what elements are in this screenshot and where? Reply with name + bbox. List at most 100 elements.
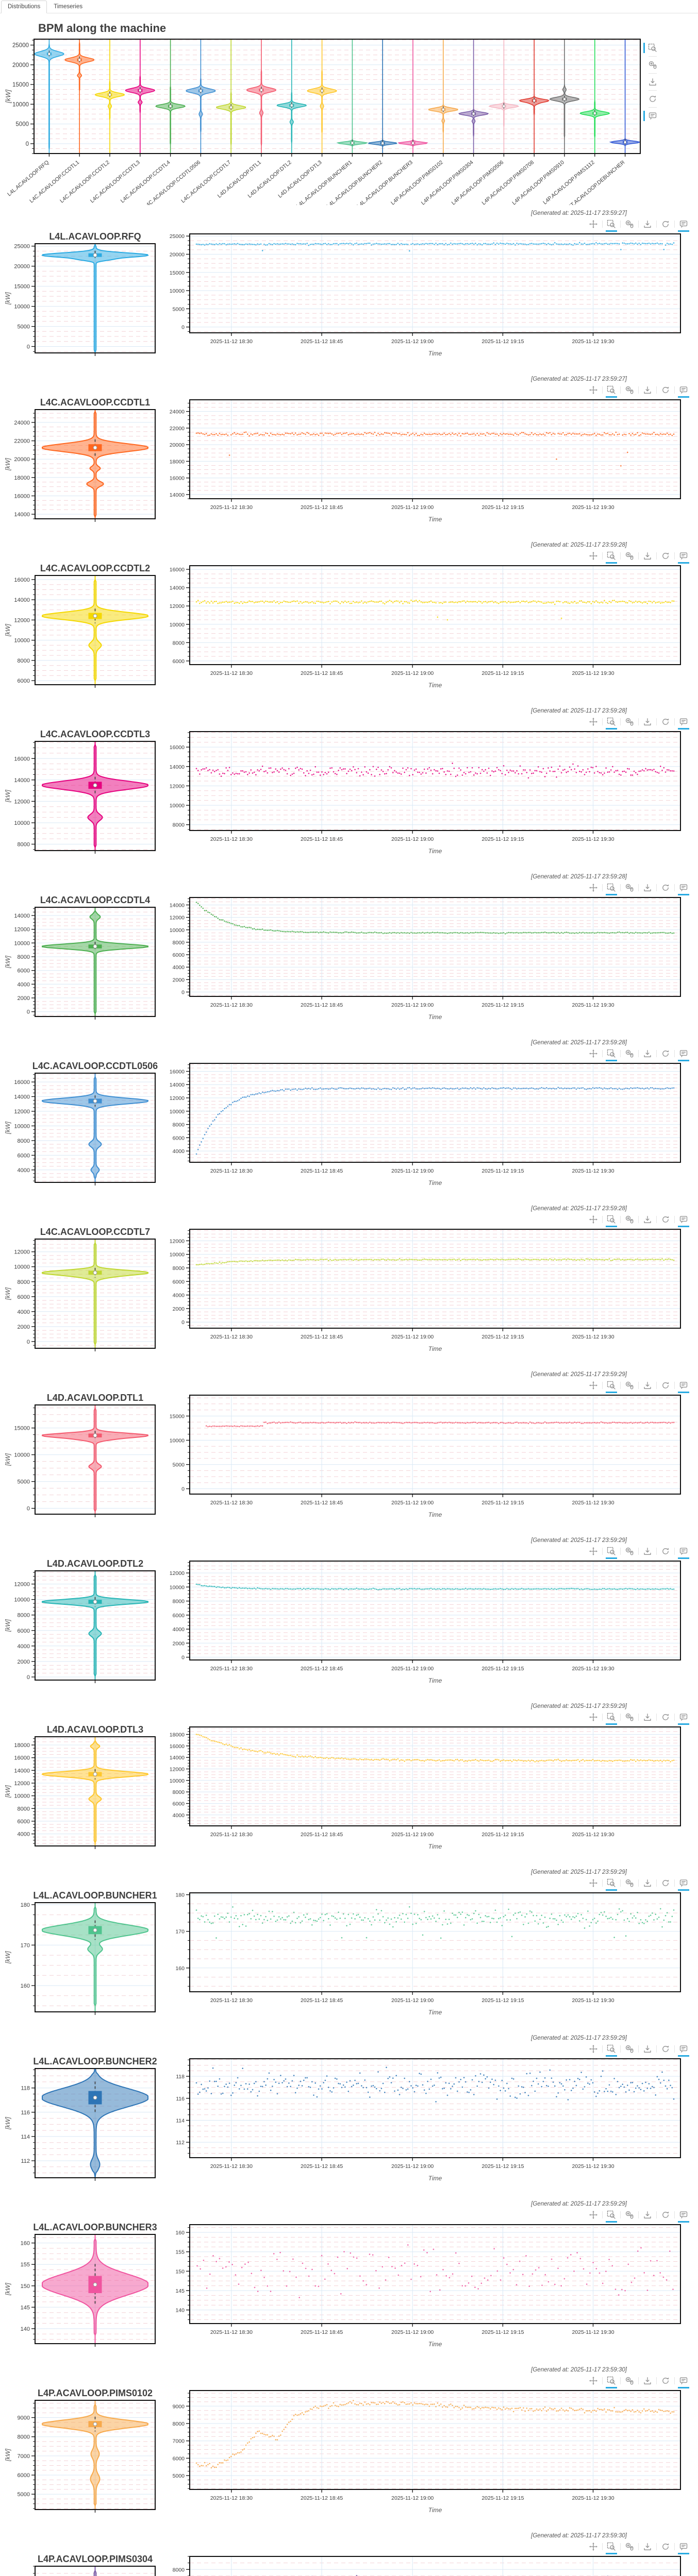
wheel-zoom-tool-icon[interactable]: [623, 550, 636, 562]
pan-tool-icon[interactable]: [587, 1048, 600, 1059]
save-tool-icon[interactable]: [641, 550, 654, 562]
box-zoom-tool-icon[interactable]: [605, 2043, 618, 2057]
box-zoom-tool-icon[interactable]: [605, 2375, 618, 2388]
pan-tool-icon[interactable]: [587, 716, 600, 727]
save-tool-icon[interactable]: [641, 384, 654, 396]
box-zoom-tool-icon[interactable]: [605, 1380, 618, 1393]
reset-tool-icon[interactable]: [659, 2541, 672, 2552]
violin-plot[interactable]: L4C.ACAVLOOP.CCDTL7 0 2000 4000 6000 8000 1000…: [2, 1225, 160, 1355]
save-tool-icon[interactable]: [641, 1877, 654, 1889]
wheel-zoom-tool-icon[interactable]: [623, 1877, 636, 1889]
box-zoom-tool-icon[interactable]: [605, 550, 618, 564]
hover-tool-icon[interactable]: [677, 1380, 690, 1393]
save-tool-icon[interactable]: [641, 2375, 654, 2386]
violin-plot[interactable]: L4C.ACAVLOOP.CCDTL0506 4000 6000 8000 10000 1…: [2, 1059, 160, 1189]
wheel-zoom-tool-icon[interactable]: [623, 716, 636, 727]
overview-chart-canvas[interactable]: BPM along the machine 0 5000 10000 15000 2000…: [2, 15, 698, 205]
hover-tool-icon[interactable]: [677, 2043, 690, 2057]
timeseries-plot[interactable]: 0 5000 10000 15000 2025-11-12 18:30 2025-11-1…: [160, 1391, 698, 1521]
save-tool-icon[interactable]: [641, 2043, 654, 2055]
pan-tool-icon[interactable]: [587, 218, 600, 230]
save-tool-icon[interactable]: [641, 1048, 654, 1059]
reset-tool-icon[interactable]: [659, 1048, 672, 1059]
save-tool-icon[interactable]: [641, 1380, 654, 1391]
box-zoom-tool-icon[interactable]: [605, 1214, 618, 1227]
timeseries-plot[interactable]: 8000 10000 12000 14000 16000 2025-11-12 18:30…: [160, 727, 698, 857]
wheel-zoom-tool-icon[interactable]: [623, 2375, 636, 2386]
reset-tool-icon[interactable]: [646, 93, 659, 105]
hover-tool-icon[interactable]: [677, 716, 690, 730]
pan-tool-icon[interactable]: [587, 2375, 600, 2386]
reset-tool-icon[interactable]: [659, 218, 672, 230]
hover-tool-icon[interactable]: [677, 218, 690, 232]
timeseries-plot[interactable]: 4000 6000 8000 10000 12000 14000 16000 18000 202…: [160, 1723, 698, 1853]
pan-tool-icon[interactable]: [587, 2209, 600, 2221]
violin-plot[interactable]: L4P.ACAVLOOP.PIMS0102 5000 6000 7000 8000 900…: [2, 2386, 160, 2516]
timeseries-plot[interactable]: 112 114 116 118 2025-11-12 18:30 2025-11-12 1…: [160, 2055, 698, 2184]
violin-plot[interactable]: L4D.ACAVLOOP.DTL2 0 2000 4000 6000 8000 10000 1…: [2, 1557, 160, 1687]
box-zoom-tool-icon[interactable]: [605, 716, 618, 730]
wheel-zoom-tool-icon[interactable]: [623, 882, 636, 893]
box-zoom-tool-icon[interactable]: [605, 2541, 618, 2554]
pan-tool-icon[interactable]: [587, 1877, 600, 1889]
violin-plot[interactable]: L4P.ACAVLOOP.PIMS03045000600070008000[kW…: [2, 2552, 160, 2576]
reset-tool-icon[interactable]: [659, 2043, 672, 2055]
wheel-zoom-tool-icon[interactable]: [623, 1048, 636, 1059]
pan-tool-icon[interactable]: [587, 1380, 600, 1391]
violin-plot[interactable]: L4L.ACAVLOOP.RFQ 0 5000 10000 15000 20000 2500…: [2, 230, 160, 360]
box-zoom-tool-icon[interactable]: [605, 882, 618, 895]
reset-tool-icon[interactable]: [659, 1711, 672, 1723]
reset-tool-icon[interactable]: [659, 2375, 672, 2386]
reset-tool-icon[interactable]: [659, 1877, 672, 1889]
save-tool-icon[interactable]: [641, 218, 654, 230]
timeseries-plot[interactable]: 0 2000 4000 6000 8000 10000 12000 14000 2025-11-…: [160, 893, 698, 1023]
box-zoom-tool-icon[interactable]: [605, 1048, 618, 1061]
wheel-zoom-tool-icon[interactable]: [623, 218, 636, 230]
wheel-zoom-tool-icon[interactable]: [623, 2541, 636, 2552]
timeseries-plot[interactable]: 4000 6000 8000 10000 12000 14000 16000 2025-11-…: [160, 1059, 698, 1189]
reset-tool-icon[interactable]: [659, 384, 672, 396]
timeseries-plot[interactable]: 0 2000 4000 6000 8000 10000 12000 2025-11-12 18…: [160, 1557, 698, 1687]
pan-tool-icon[interactable]: [587, 2541, 600, 2552]
timeseries-plot[interactable]: 50006000700080002025-11-12 18:302025-11-…: [160, 2552, 698, 2576]
pan-tool-icon[interactable]: [587, 1711, 600, 1723]
hover-tool-icon[interactable]: [643, 110, 659, 122]
reset-tool-icon[interactable]: [659, 882, 672, 893]
wheel-zoom-tool-icon[interactable]: [623, 1214, 636, 1225]
hover-tool-icon[interactable]: [677, 550, 690, 564]
violin-plot[interactable]: L4C.ACAVLOOP.CCDTL4 0 2000 4000 6000 8000 1000…: [2, 893, 160, 1023]
box-zoom-tool-icon[interactable]: [605, 1546, 618, 1559]
tab-distributions[interactable]: Distributions: [1, 1, 47, 13]
save-tool-icon[interactable]: [641, 1214, 654, 1225]
pan-tool-icon[interactable]: [587, 2043, 600, 2055]
pan-tool-icon[interactable]: [587, 1214, 600, 1225]
reset-tool-icon[interactable]: [659, 1214, 672, 1225]
hover-tool-icon[interactable]: [677, 1546, 690, 1559]
violin-plot[interactable]: L4C.ACAVLOOP.CCDTL3 8000 10000 12000 14000 16…: [2, 727, 160, 857]
save-tool-icon[interactable]: [641, 1546, 654, 1557]
violin-plot[interactable]: L4L.ACAVLOOP.BUNCHER2 112 114 116 118 [kW]: [2, 2055, 160, 2184]
violin-plot[interactable]: L4D.ACAVLOOP.DTL3 4000 6000 8000 10000 12000 1…: [2, 1723, 160, 1853]
wheel-zoom-tool-icon[interactable]: [623, 2209, 636, 2221]
hover-tool-icon[interactable]: [677, 1214, 690, 1227]
hover-tool-icon[interactable]: [677, 1877, 690, 1891]
wheel-zoom-tool-icon[interactable]: [623, 1711, 636, 1723]
pan-tool-icon[interactable]: [587, 384, 600, 396]
hover-tool-icon[interactable]: [677, 882, 690, 895]
reset-tool-icon[interactable]: [659, 1546, 672, 1557]
timeseries-plot[interactable]: 0 2000 4000 6000 8000 10000 12000 2025-11-12 18…: [160, 1225, 698, 1355]
save-tool-icon[interactable]: [646, 76, 659, 88]
tab-timeseries[interactable]: Timeseries: [54, 4, 83, 10]
box-zoom-tool-icon[interactable]: [605, 384, 618, 398]
violin-plot[interactable]: L4C.ACAVLOOP.CCDTL1 14000 16000 18000 20000 2…: [2, 396, 160, 526]
pan-tool-icon[interactable]: [587, 1546, 600, 1557]
hover-tool-icon[interactable]: [677, 2541, 690, 2554]
hover-tool-icon[interactable]: [677, 1048, 690, 1061]
violin-plot[interactable]: L4L.ACAVLOOP.BUNCHER3 140 145 150 155 160 [kW]: [2, 2221, 160, 2350]
reset-tool-icon[interactable]: [659, 550, 672, 562]
timeseries-plot[interactable]: 5000 6000 7000 8000 9000 2025-11-12 18:30 2025…: [160, 2386, 698, 2516]
timeseries-plot[interactable]: 14000 16000 18000 20000 22000 24000 2025-11-12…: [160, 396, 698, 526]
save-tool-icon[interactable]: [641, 2209, 654, 2221]
violin-plot[interactable]: L4C.ACAVLOOP.CCDTL2 6000 8000 10000 12000 140…: [2, 562, 160, 691]
hover-tool-icon[interactable]: [677, 2375, 690, 2388]
